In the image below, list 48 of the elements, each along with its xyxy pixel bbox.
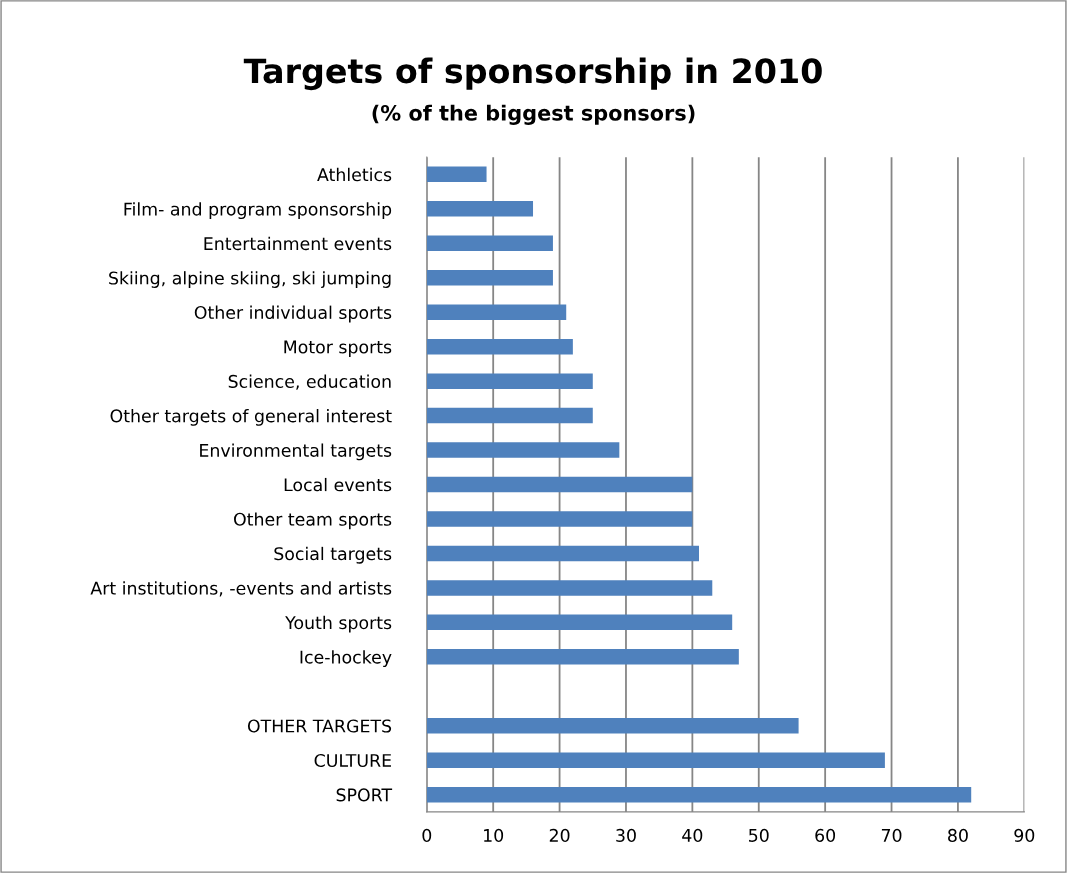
y-tick-label: Social targets — [274, 546, 392, 564]
chart-subtitle: (% of the biggest sponsors) — [372, 104, 695, 125]
chart-title: Targets of sponsorship in 2010 — [243, 57, 822, 91]
bar — [426, 270, 553, 286]
y-tick-label: Other targets of general interest — [110, 409, 392, 426]
y-tick-label: Entertainment events — [204, 236, 392, 251]
x-tick-label: 40 — [682, 828, 703, 842]
x-tick-label: 20 — [549, 828, 570, 842]
y-tick-label: Ice-hockey — [300, 650, 392, 668]
y-tick-label: Skiing, alpine skiing, ski jumping — [109, 271, 391, 288]
x-tick-label: 70 — [881, 828, 902, 842]
x-tick-label: 60 — [815, 828, 836, 842]
bar — [426, 235, 553, 252]
bar — [426, 201, 534, 217]
y-tick-label: Other individual sports — [194, 305, 392, 323]
bar — [426, 476, 693, 493]
bar — [426, 338, 573, 355]
bar — [426, 407, 593, 424]
y-tick-label: SPORT — [336, 788, 393, 802]
x-tick-label: 80 — [948, 828, 968, 842]
y-tick-label: Local events — [284, 477, 392, 492]
bar — [426, 166, 487, 183]
bar — [426, 511, 693, 527]
y-tick-label: Film- and program sponsorship — [124, 202, 392, 220]
y-tick-label: Art institutions, -events and artists — [90, 581, 392, 597]
bar — [426, 614, 733, 631]
y-tick-label: Science, education — [228, 374, 391, 390]
x-tick-label: 90 — [1014, 828, 1035, 842]
bar — [426, 580, 713, 596]
y-tick-label: OTHER TARGETS — [247, 719, 392, 733]
bar — [426, 442, 620, 458]
y-tick-label: Athletics — [317, 167, 392, 182]
x-tick-label: 50 — [749, 828, 769, 842]
y-tick-label: Other team sports — [234, 512, 392, 530]
y-tick-label: Youth sports — [285, 615, 392, 633]
bar — [426, 304, 567, 320]
y-tick-label: Motor sports — [284, 340, 392, 357]
x-tick-label: 10 — [484, 828, 504, 842]
bar — [426, 545, 699, 562]
bar — [426, 752, 885, 768]
bar — [426, 786, 972, 803]
bar — [426, 649, 739, 665]
bar — [426, 373, 593, 389]
x-tick-label: 0 — [422, 828, 432, 842]
x-tick-label: 30 — [616, 828, 636, 842]
y-tick-label: Environmental targets — [200, 443, 392, 461]
bar — [426, 717, 799, 734]
y-tick-label: CULTURE — [314, 753, 391, 768]
